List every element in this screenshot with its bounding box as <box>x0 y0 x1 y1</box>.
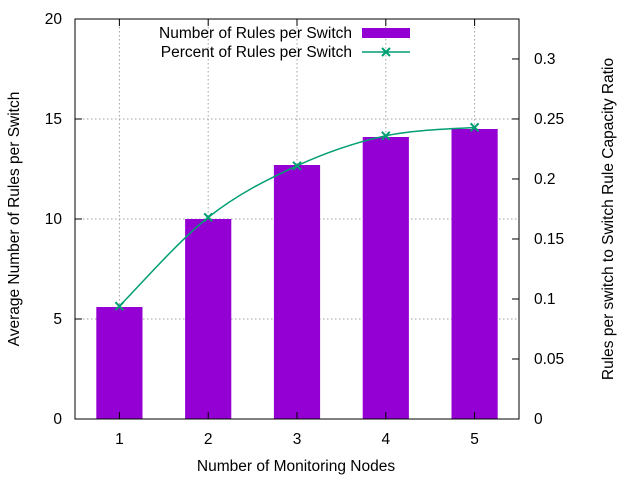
y2-tick-label: 0.05 <box>534 351 564 368</box>
marker-stroke <box>203 212 213 223</box>
x-tick-label: 5 <box>470 431 479 448</box>
y2-tick-label: 0.1 <box>534 291 556 308</box>
y2-tick-labels: 0 0.05 0.1 0.15 0.2 0.25 0.3 <box>534 51 564 428</box>
y2-tick-label: 0.2 <box>534 171 556 188</box>
y-tick-label: 5 <box>53 311 62 328</box>
legend: Number of Rules per Switch Percent of Rul… <box>159 25 410 61</box>
legend-entry: Number of Rules per Switch <box>159 25 410 42</box>
marker-stroke <box>292 161 302 171</box>
bar <box>185 219 232 419</box>
bar <box>451 129 498 419</box>
x-tick-label: 2 <box>204 431 213 448</box>
legend-swatch <box>362 28 410 38</box>
marker-stroke <box>469 122 480 133</box>
y-tick-label: 15 <box>45 111 62 128</box>
y-tick-label: 20 <box>45 11 63 28</box>
legend-label: Number of Rules per Switch <box>159 25 352 42</box>
axis-ticks <box>75 18 519 420</box>
x-tick-label: 4 <box>381 431 390 448</box>
y2-tick-label: 0.15 <box>534 231 564 248</box>
y2-tick-label: 0.25 <box>534 111 564 128</box>
x-axis-label: Number of Monitoring Nodes <box>197 458 395 475</box>
point-marker <box>381 131 391 141</box>
marker-stroke <box>114 301 125 311</box>
marker-stroke <box>381 47 391 57</box>
y-tick-labels: 0 5 10 15 20 <box>45 11 63 428</box>
point-marker <box>114 301 125 311</box>
point-marker <box>292 161 302 171</box>
y-tick-label: 10 <box>45 211 63 228</box>
y-tick-label: 0 <box>53 411 62 428</box>
legend-label: Percent of Rules per Switch <box>161 44 352 61</box>
legend-entry: Percent of Rules per Switch <box>161 44 410 61</box>
y2-tick-label: 0.3 <box>534 51 556 68</box>
point-marker <box>381 47 391 57</box>
x-tick-label: 3 <box>293 431 302 448</box>
point-marker <box>203 212 213 223</box>
series-line <box>118 126 475 307</box>
y2-tick-label: 0 <box>534 411 543 428</box>
point-marker <box>469 122 480 133</box>
bar-series <box>96 129 498 419</box>
line-series <box>114 122 480 311</box>
marker-stroke <box>381 131 391 141</box>
y2-axis-label: Rules per switch to Switch Rule Capacity… <box>600 58 617 380</box>
bar <box>362 137 409 419</box>
x-tick-label: 1 <box>115 431 124 448</box>
x-tick-labels: 1 2 3 4 5 <box>115 431 479 448</box>
y-axis-label: Average Number of Rules per Switch <box>6 92 23 347</box>
bar <box>96 307 143 419</box>
bar <box>273 165 321 419</box>
